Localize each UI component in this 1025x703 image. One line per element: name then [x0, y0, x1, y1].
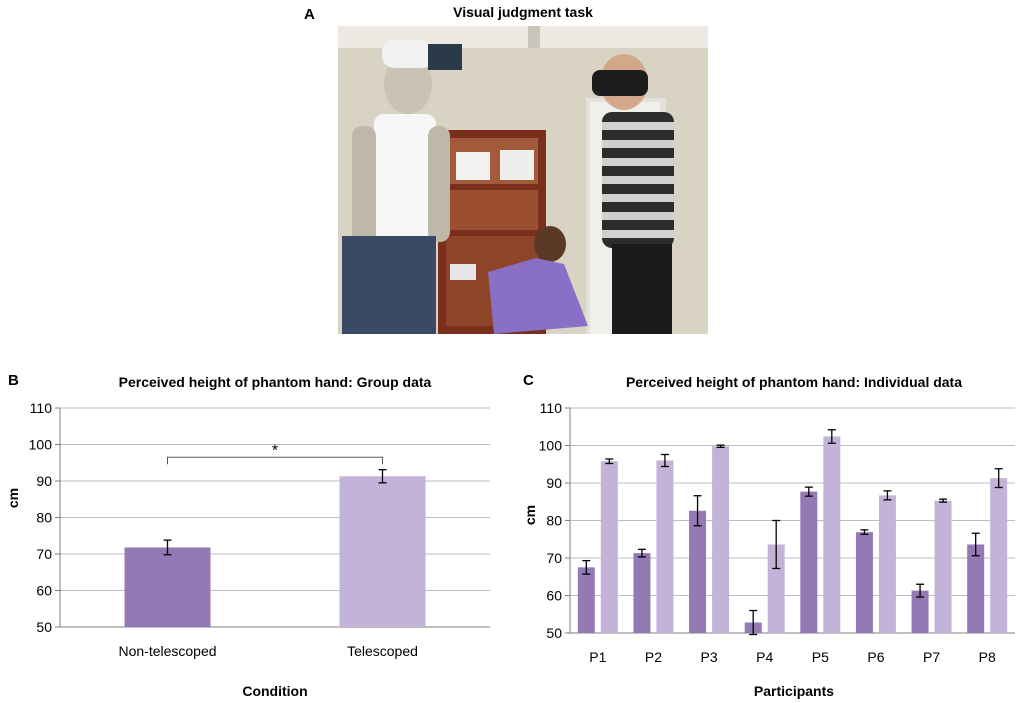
individual-error-bar — [716, 444, 725, 449]
mannequin-helmet — [382, 40, 434, 68]
individual-x-tick-label: P7 — [923, 649, 940, 665]
individual-error-bar — [637, 548, 646, 558]
individual-bar-p7 — [911, 590, 929, 633]
individual-error-bar — [860, 529, 869, 536]
picture-frame-left — [456, 152, 490, 180]
individual-y-tick-label: 60 — [546, 588, 562, 604]
group-data-chart: 50 60 70 80 90 100 110 Non-telescoped Telescoped… — [29, 400, 490, 659]
mannequin-jeans — [342, 236, 436, 334]
individual-x-tick-label: P1 — [589, 649, 606, 665]
individual-y-tick-label: 110 — [540, 400, 563, 416]
individual-bar-p7 — [934, 500, 952, 633]
individual-error-bar — [883, 490, 892, 501]
individual-data-chart: 50 60 70 80 90 100 110 P1 P2 P3 P4 P5 P6 P7 P8 — [539, 400, 1015, 665]
ceiling — [338, 26, 708, 48]
individual-bar-p6 — [878, 495, 896, 633]
individual-bar-p2 — [633, 553, 651, 633]
individual-error-bar — [916, 583, 925, 598]
mannequin-shirt — [374, 114, 436, 242]
individual-x-tick-label: P2 — [645, 649, 662, 665]
group-y-tick-label: 70 — [36, 546, 52, 562]
individual-error-bar — [582, 559, 591, 575]
panel-c-letter: C — [523, 372, 534, 389]
individual-bar-p8 — [990, 478, 1008, 633]
individual-bar-p6 — [855, 532, 873, 633]
group-x-tick-label: Telescoped — [347, 643, 418, 659]
group-error-bar — [163, 539, 172, 556]
mounted-cameras — [428, 44, 462, 70]
individual-error-bar — [939, 498, 948, 503]
panel-b-letter: B — [8, 372, 19, 389]
individual-chart-title: Perceived height of phantom hand: Indivi… — [625, 374, 963, 390]
experiment-photo-illustration — [338, 26, 708, 334]
group-chart-title: Perceived height of phantom hand: Group … — [118, 374, 432, 390]
individual-x-tick-label: P6 — [867, 649, 884, 665]
individual-bar-p1 — [600, 461, 618, 633]
individual-y-tick-label: 90 — [546, 475, 562, 491]
individual-error-bar — [693, 495, 702, 527]
individual-bar-p3 — [712, 446, 730, 633]
group-y-tick-label: 100 — [29, 437, 53, 453]
individual-y-tick-label: 70 — [546, 550, 562, 566]
significance-marker: * — [272, 442, 278, 459]
individual-y-tick-label: 50 — [546, 625, 562, 641]
individual-x-tick-label: P3 — [701, 649, 718, 665]
group-chart-x-axis-label: Condition — [242, 683, 308, 699]
bookshelf-compartment-middle — [446, 190, 538, 230]
individual-error-bar — [994, 468, 1003, 489]
group-bar-non-telescoped — [124, 547, 211, 627]
individual-bar-p4 — [767, 544, 785, 633]
group-y-tick-label: 110 — [30, 400, 53, 416]
individual-error-bar — [772, 519, 781, 570]
group-bar-telescoped — [339, 476, 426, 627]
ceiling-beam — [528, 26, 540, 48]
dark-trousers — [612, 244, 672, 334]
mannequin-head — [384, 54, 432, 114]
assistant-head — [534, 226, 566, 262]
group-y-tick-label: 50 — [36, 619, 52, 635]
individual-bar-p2 — [656, 460, 674, 633]
mannequin-arm-right — [428, 126, 450, 242]
group-x-tick-label: Non-telescoped — [118, 643, 216, 659]
individual-bar-p1 — [577, 567, 595, 633]
individual-bar-p8 — [967, 544, 985, 633]
individual-x-tick-label: P8 — [979, 649, 996, 665]
individual-bar-p5 — [823, 436, 841, 633]
individual-error-bar — [605, 458, 614, 465]
individual-x-tick-label: P4 — [756, 649, 773, 665]
panel-a-letter: A — [304, 6, 315, 23]
assistant-sweater — [488, 258, 588, 334]
picture-frame-right — [500, 150, 534, 180]
individual-y-tick-label: 80 — [546, 513, 562, 529]
panel-a-title: Visual judgment task — [453, 4, 593, 20]
group-error-bar — [378, 469, 387, 484]
individual-bar-p5 — [800, 491, 818, 633]
individual-error-bar — [660, 453, 669, 468]
individual-y-tick-label: 100 — [539, 438, 563, 454]
measuring-device — [450, 264, 476, 280]
individual-bar-p3 — [689, 510, 707, 633]
head-mounted-display — [592, 70, 648, 96]
individual-error-bar — [971, 532, 980, 557]
individual-error-bar — [804, 486, 813, 497]
group-y-tick-label: 60 — [36, 583, 52, 599]
group-y-tick-label: 80 — [36, 510, 52, 526]
significance-bracket — [167, 456, 383, 465]
group-y-tick-label: 90 — [36, 473, 52, 489]
sweater-stripes — [602, 122, 674, 238]
individual-error-bar — [827, 429, 836, 444]
experiment-photo — [338, 26, 708, 334]
individual-error-bar — [749, 609, 758, 636]
individual-x-tick-label: P5 — [812, 649, 829, 665]
individual-chart-x-axis-label: Participants — [753, 683, 835, 699]
